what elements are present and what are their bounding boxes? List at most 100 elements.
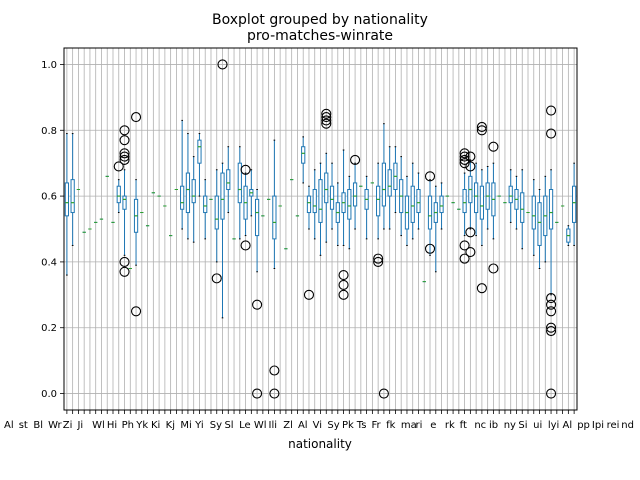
outlier-point xyxy=(488,141,499,152)
box-body xyxy=(479,185,485,220)
outlier-point xyxy=(321,115,332,126)
grid xyxy=(64,48,577,410)
box-body xyxy=(381,162,387,207)
x-tick-label: Vi xyxy=(313,420,322,431)
x-tick-label: Yi xyxy=(194,420,204,431)
x-tick-label: Sy xyxy=(327,420,339,431)
box-body xyxy=(272,195,277,240)
outlier-point xyxy=(546,322,557,333)
box-body xyxy=(318,179,323,223)
x-tick-label: ny xyxy=(504,420,516,431)
outlier-point xyxy=(211,273,222,284)
box-body xyxy=(531,195,536,230)
outlier-point xyxy=(119,148,130,159)
y-tick-label: 1.0 xyxy=(41,60,57,71)
box-body xyxy=(352,182,358,207)
y-tick-label: 0.4 xyxy=(41,257,57,268)
outlier-point xyxy=(269,388,280,399)
outlier-point xyxy=(476,125,487,136)
box-body xyxy=(203,195,208,214)
x-axis: Al st Bl Wr Zi Ji Wl Hi Ph Yk Ki Kj Mi Yi Sy Sl Le Wl Ili Z… xyxy=(4,410,634,431)
x-tick-label: Fr xyxy=(371,420,381,431)
outlier-point xyxy=(546,105,557,116)
outlier-point xyxy=(269,365,280,376)
outlier-point xyxy=(350,154,361,165)
x-tick-label: Bl xyxy=(33,420,43,431)
x-tick-label: Pk xyxy=(342,420,354,431)
outlier-point xyxy=(338,270,349,281)
x-tick-label: Ipi xyxy=(592,420,604,431)
outlier-point xyxy=(476,121,487,133)
box-body xyxy=(312,189,317,214)
box-body xyxy=(197,139,202,164)
outlier-point xyxy=(252,388,263,399)
outlier-point xyxy=(459,253,470,264)
outlier-point xyxy=(119,135,130,146)
outlier-point xyxy=(131,306,142,317)
x-tick-label: Wl xyxy=(92,420,105,431)
outlier-point xyxy=(476,283,487,294)
box-body xyxy=(439,195,444,214)
x-tick-label: Kj xyxy=(166,420,175,431)
x-tick-label: Ph xyxy=(122,420,134,431)
box-body xyxy=(324,172,329,204)
box-body xyxy=(226,169,231,191)
box-body xyxy=(537,202,542,246)
x-tick-label: Sy xyxy=(210,420,222,431)
box-body xyxy=(347,189,352,220)
x-tick-label: ri xyxy=(416,420,423,431)
x-tick-label: Al xyxy=(563,420,573,431)
box-body xyxy=(191,179,196,204)
outlier-point xyxy=(546,293,557,304)
x-tick-label: Wl xyxy=(254,420,267,431)
x-tick-label: Ji xyxy=(76,420,83,431)
outlier-point xyxy=(424,171,436,182)
outlier-point xyxy=(373,256,384,267)
x-tick-label: pp xyxy=(577,420,590,431)
y-tick-label: 0.2 xyxy=(41,323,57,334)
chart-subtitle: pro-matches-winrate xyxy=(247,28,393,44)
box-body xyxy=(116,185,121,204)
outlier-point xyxy=(119,266,130,277)
box-body xyxy=(474,182,479,214)
box-body xyxy=(237,162,242,204)
chart-title: Boxplot grouped by nationality xyxy=(212,12,428,28)
x-tick-label: Ts xyxy=(356,420,367,431)
box-body xyxy=(508,185,513,204)
outlier-point xyxy=(338,289,349,300)
box-body xyxy=(64,182,69,217)
outlier-point xyxy=(338,279,349,290)
box-body xyxy=(572,185,577,223)
outlier-point xyxy=(119,154,130,165)
x-tick-label: Yk xyxy=(135,420,148,431)
x-tick-label: rk xyxy=(445,420,455,431)
box-body xyxy=(185,172,191,214)
outlier-point xyxy=(546,299,557,310)
outlier-point xyxy=(119,256,130,267)
outlier-point xyxy=(119,125,130,136)
outlier-point xyxy=(240,240,251,251)
x-tick-label: nd xyxy=(621,420,634,431)
box-body xyxy=(329,185,335,210)
x-tick-label: Al xyxy=(4,420,14,431)
outlier-point xyxy=(488,263,499,274)
outlier-point xyxy=(252,299,263,310)
x-tick-label: rei xyxy=(607,420,620,431)
y-tick-label: 0.8 xyxy=(41,126,57,137)
outlier-point xyxy=(321,112,332,123)
outlier-point xyxy=(546,306,557,317)
outlier-point xyxy=(459,240,470,251)
box-body xyxy=(306,195,312,214)
outlier-point xyxy=(459,158,470,169)
x-tick-label: Zi xyxy=(63,420,73,431)
box-body xyxy=(387,169,392,197)
outlier-point xyxy=(378,388,389,399)
x-tick-label: fk xyxy=(386,420,396,431)
outlier-point xyxy=(131,112,142,123)
outlier-point xyxy=(465,246,476,258)
x-tick-label: lyi xyxy=(548,420,559,431)
outlier-point xyxy=(465,151,476,162)
x-tick-label: Le xyxy=(239,420,251,431)
outlier-point xyxy=(303,289,315,300)
